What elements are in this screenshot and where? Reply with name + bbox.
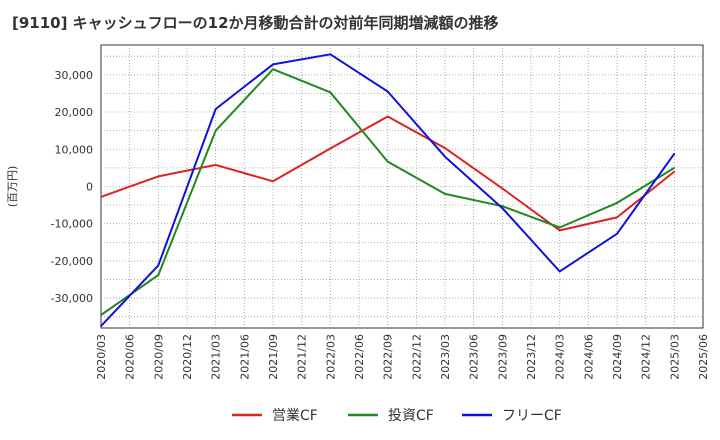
- x-tick-label: 2023/03: [439, 334, 452, 380]
- y-axis-label: (百万円): [6, 166, 19, 208]
- data-point-investing: [157, 274, 160, 276]
- x-tick-label: 2022/09: [382, 334, 395, 380]
- y-tick-label: 30,000: [55, 69, 94, 82]
- x-tick-label: 2021/06: [238, 334, 251, 380]
- legend-item-operating: 営業CF: [232, 408, 318, 424]
- legend-label-free: フリーCF: [502, 408, 562, 424]
- x-tick-label: 2024/03: [554, 334, 567, 380]
- data-point-operating: [616, 216, 618, 219]
- y-tick-label: 0: [86, 181, 93, 194]
- x-tick-label: 2020/06: [124, 334, 137, 380]
- data-point-free: [214, 108, 217, 110]
- x-tick-label: 2021/12: [296, 334, 309, 380]
- legend-label-operating: 営業CF: [272, 408, 318, 424]
- x-tick-label: 2023/12: [525, 334, 538, 380]
- x-tick-label: 2022/03: [324, 334, 337, 380]
- y-tick-label: -20,000: [51, 255, 93, 268]
- data-point-free: [272, 63, 274, 66]
- x-tick-label: 2024/06: [582, 334, 595, 380]
- data-point-free: [616, 232, 618, 235]
- x-tick-label: 2020/12: [181, 334, 194, 380]
- data-point-free: [558, 270, 561, 273]
- data-point-investing: [100, 314, 102, 316]
- data-point-free: [100, 325, 102, 327]
- y-tick-label: 10,000: [55, 143, 94, 156]
- x-tick-label: 2020/09: [152, 334, 165, 380]
- data-point-free: [386, 90, 389, 93]
- data-point-operating: [214, 164, 217, 166]
- x-tick-label: 2023/09: [496, 334, 509, 380]
- data-point-free: [329, 53, 332, 56]
- data-point-investing: [558, 226, 561, 229]
- data-point-operating: [673, 170, 676, 173]
- legend-item-free: フリーCF: [462, 408, 562, 424]
- x-tick-label: 2021/03: [210, 334, 223, 380]
- y-tick-label: -10,000: [51, 218, 93, 231]
- data-point-operating: [329, 147, 332, 150]
- x-tick-label: 2020/03: [95, 334, 108, 380]
- x-tick-label: 2025/03: [668, 334, 681, 380]
- data-point-investing: [329, 91, 332, 94]
- data-point-free: [157, 264, 160, 267]
- data-point-investing: [386, 160, 389, 163]
- x-tick-label: 2022/06: [353, 334, 366, 380]
- data-point-investing: [272, 68, 274, 71]
- data-point-operating: [386, 115, 389, 118]
- data-point-investing: [214, 129, 217, 132]
- data-point-operating: [157, 175, 160, 178]
- legend-label-investing: 投資CF: [388, 408, 434, 424]
- data-point-operating: [501, 187, 504, 190]
- y-tick-label: -30,000: [51, 292, 93, 305]
- data-point-operating: [558, 229, 561, 232]
- x-tick-label: 2021/09: [267, 334, 280, 380]
- y-tick-label: 20,000: [55, 106, 94, 119]
- data-point-operating: [444, 147, 446, 149]
- data-point-operating: [100, 196, 102, 198]
- data-point-investing: [673, 167, 676, 169]
- x-tick-label: 2025/06: [697, 334, 710, 380]
- data-point-free: [673, 152, 676, 155]
- x-tick-label: 2023/06: [468, 334, 481, 380]
- data-point-operating: [272, 180, 274, 183]
- data-point-investing: [616, 202, 618, 204]
- data-point-free: [444, 155, 446, 158]
- x-tick-label: 2024/12: [640, 334, 653, 380]
- x-tick-label: 2024/09: [611, 334, 624, 380]
- data-point-free: [501, 207, 504, 209]
- chart-title: [9110] キャッシュフローの12か月移動合計の対前年同期増減額の推移: [12, 14, 499, 32]
- x-tick-label: 2022/12: [410, 334, 423, 380]
- legend-item-investing: 投資CF: [348, 408, 434, 424]
- data-point-investing: [444, 193, 446, 195]
